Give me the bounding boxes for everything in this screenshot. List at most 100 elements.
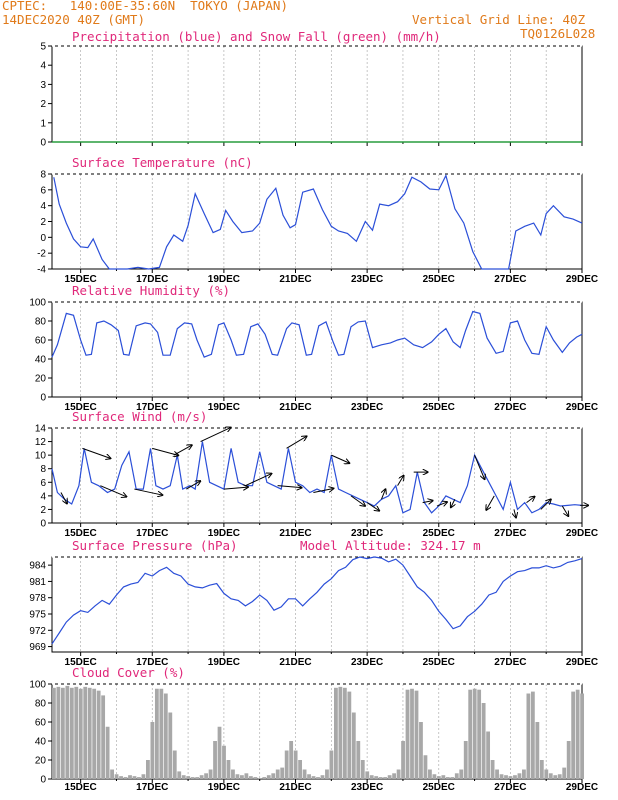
- y-tick-label: 20: [35, 756, 47, 767]
- x-tick-label: 21DEC: [279, 528, 311, 539]
- cloud-bar: [365, 771, 370, 779]
- cloud-bar: [257, 778, 262, 779]
- cloud-bar: [401, 741, 405, 779]
- cloud-bar: [513, 775, 517, 779]
- y-tick-label: 40: [35, 737, 47, 748]
- y-tick-label: 972: [29, 626, 46, 637]
- cloud-bar: [186, 776, 191, 779]
- wind-arrow: [223, 487, 248, 489]
- wind-arrow: [331, 454, 349, 463]
- wind-arrow: [451, 499, 455, 507]
- x-tick-label: 29DEC: [566, 274, 598, 285]
- cloud-bar: [190, 777, 195, 779]
- cloud-bar: [177, 771, 182, 779]
- x-tick-label: 17DEC: [136, 402, 168, 413]
- cloud-bar: [575, 689, 580, 779]
- y-tick-label: 6: [40, 478, 46, 489]
- x-tick-label: 19DEC: [208, 657, 240, 668]
- cloud-bar: [342, 687, 347, 779]
- cloud-bar: [311, 776, 316, 779]
- cloud-bar: [548, 773, 553, 779]
- panel-title: Surface Wind (m/s): [72, 409, 207, 424]
- x-tick-label: 25DEC: [423, 782, 455, 793]
- cloud-bar: [275, 769, 280, 779]
- series-line: [53, 173, 583, 270]
- x-tick-label: 25DEC: [423, 274, 455, 285]
- cloud-bar: [105, 726, 110, 779]
- cloud-bar: [347, 691, 352, 779]
- cloud-bar: [253, 777, 258, 779]
- x-tick-label: 27DEC: [494, 402, 526, 413]
- cloud-bar: [213, 741, 217, 779]
- wind-arrow: [200, 428, 231, 443]
- series-line: [51, 441, 583, 514]
- cloud-bar: [383, 777, 388, 779]
- wind-arrow: [436, 502, 447, 506]
- cloud-bar: [504, 775, 508, 779]
- panel-2: -4 -2 0 2 4 6 8 15DEC 17DEC 19DEC 21DEC 23DEC 25DEC 2…: [37, 155, 598, 285]
- y-tick-label: 80: [35, 317, 47, 328]
- x-tick-label: 21DEC: [279, 782, 311, 793]
- cloud-bar: [450, 777, 455, 779]
- cloud-bar: [454, 773, 459, 779]
- cloud-bar: [526, 693, 531, 779]
- x-tick-label: 25DEC: [423, 657, 455, 668]
- x-tick-label: 15DEC: [65, 782, 97, 793]
- wind-arrow: [313, 488, 333, 493]
- x-tick-label: 23DEC: [351, 274, 383, 285]
- x-tick-label: 17DEC: [136, 274, 168, 285]
- x-tick-label: 23DEC: [351, 402, 383, 413]
- cloud-bar: [289, 741, 294, 779]
- wind-arrow: [526, 497, 534, 504]
- cloud-bar: [566, 741, 571, 779]
- y-tick-label: 0: [40, 393, 46, 404]
- cloud-bar: [65, 685, 70, 779]
- cloud-bar: [262, 777, 267, 779]
- cloud-bar: [172, 750, 177, 779]
- x-tick-label: 23DEC: [351, 782, 383, 793]
- header-line1: CPTEC: 140:00E-35:60N TOKYO (JAPAN): [2, 0, 288, 13]
- cloud-bar: [378, 777, 383, 779]
- cloud-bar: [244, 773, 249, 779]
- cloud-bar: [163, 693, 168, 779]
- series-line: [51, 556, 583, 645]
- cloud-bar: [302, 769, 307, 779]
- cloud-bar: [522, 769, 526, 779]
- cloud-bar: [83, 686, 88, 779]
- panel-title: Precipitation (blue) and Snow Fall (gree…: [72, 29, 441, 44]
- y-tick-label: 100: [29, 680, 46, 691]
- cloud-bar: [293, 750, 298, 779]
- cloud-bar: [544, 769, 549, 779]
- cloud-bar: [208, 769, 213, 779]
- x-tick-label: 17DEC: [136, 657, 168, 668]
- cloud-bar: [101, 695, 106, 779]
- x-tick-label: 27DEC: [494, 274, 526, 285]
- cloud-bar: [222, 745, 226, 779]
- x-tick-label: 29DEC: [566, 782, 598, 793]
- cloud-bar: [307, 774, 311, 779]
- y-tick-label: 4: [40, 491, 46, 502]
- panel-4: 0 2 4 6 8 10 12 14 15DEC 17DEC 19DEC 21DEC 23DEC 25DE…: [35, 409, 598, 539]
- cloud-bar: [445, 777, 450, 779]
- series-line: [51, 310, 583, 358]
- y-tick-label: 978: [29, 593, 46, 604]
- cloud-bar: [477, 689, 482, 779]
- cloud-bar: [557, 774, 562, 779]
- cloud-bar: [150, 722, 155, 779]
- cloud-bar: [159, 688, 164, 779]
- x-tick-label: 21DEC: [279, 402, 311, 413]
- wind-arrow: [397, 476, 404, 486]
- cloud-bar: [517, 773, 522, 779]
- y-tick-label: 100: [29, 298, 46, 309]
- y-tick-label: 0: [40, 138, 46, 149]
- wind-arrow: [152, 447, 178, 455]
- x-tick-label: 29DEC: [566, 528, 598, 539]
- y-tick-label: 969: [29, 642, 46, 653]
- wind-arrow: [286, 436, 307, 449]
- wind-arrow: [186, 481, 200, 490]
- y-tick-label: 8: [40, 464, 46, 475]
- x-tick-label: 19DEC: [208, 402, 240, 413]
- cloud-bar: [539, 760, 544, 779]
- y-tick-label: 60: [35, 336, 47, 347]
- plot-frame: [51, 556, 583, 653]
